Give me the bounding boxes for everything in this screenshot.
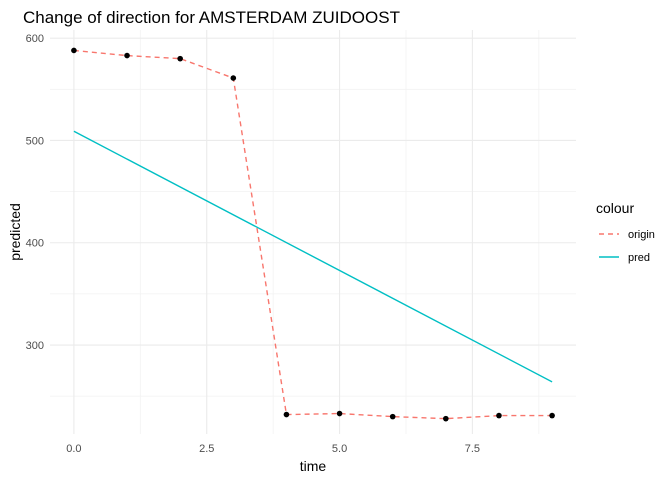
legend-label-pred: pred bbox=[628, 252, 650, 264]
y-tick-label: 400 bbox=[26, 238, 44, 250]
x-tick-label: 2.5 bbox=[199, 443, 214, 455]
series-line-origin bbox=[73, 49, 553, 420]
data-point-origin bbox=[496, 412, 502, 419]
legend-label-origin: origin bbox=[628, 229, 655, 241]
legend-title: colour bbox=[596, 200, 634, 216]
data-point-origin bbox=[124, 52, 130, 59]
legend: colour origin pred bbox=[596, 200, 655, 264]
gridlines bbox=[50, 30, 576, 434]
y-tick-label: 600 bbox=[26, 33, 44, 45]
data-point-origin bbox=[230, 75, 237, 81]
legend-items: origin pred bbox=[599, 229, 655, 264]
data-point-origin bbox=[443, 415, 449, 422]
y-tick-label: 300 bbox=[26, 340, 44, 352]
series-layer bbox=[71, 47, 555, 422]
x-axis-ticks: 0.0 2.5 5.0 7.5 bbox=[66, 443, 480, 455]
data-point-origin bbox=[71, 47, 77, 54]
data-point-origin bbox=[549, 412, 555, 419]
y-axis-title: predicted bbox=[7, 203, 23, 261]
chart-title: Change of direction for AMSTERDAM ZUIDOO… bbox=[23, 8, 400, 27]
x-tick-label: 7.5 bbox=[465, 443, 480, 455]
y-axis-ticks: 300 400 500 600 bbox=[26, 33, 44, 352]
x-tick-label: 5.0 bbox=[332, 443, 347, 455]
y-tick-label: 500 bbox=[26, 135, 44, 147]
data-point-origin bbox=[336, 410, 343, 417]
x-tick-label: 0.0 bbox=[66, 443, 81, 455]
data-point-origin bbox=[389, 413, 396, 420]
data-point-origin bbox=[283, 411, 290, 418]
series-line-pred bbox=[73, 130, 553, 383]
data-point-origin bbox=[177, 55, 183, 62]
x-axis-title: time bbox=[300, 458, 327, 474]
